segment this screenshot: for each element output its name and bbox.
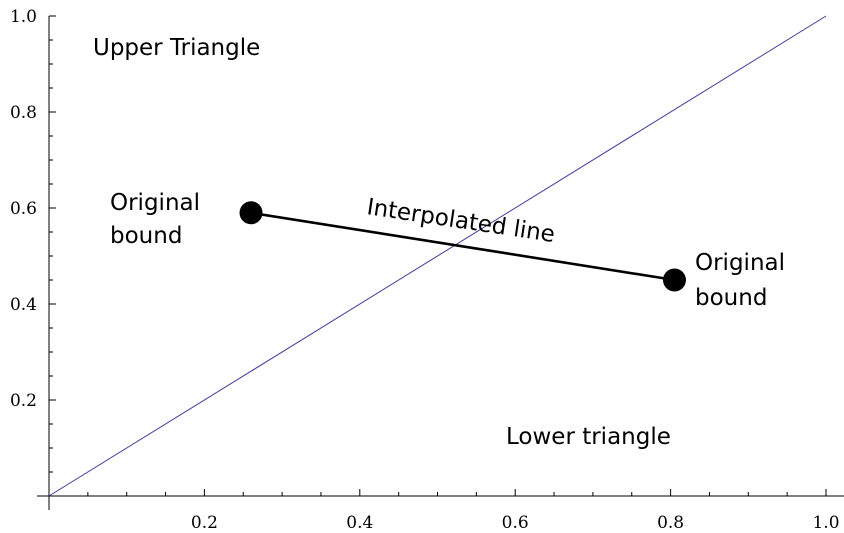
y-tick-label: 0.4 [10, 295, 37, 315]
original-bound-point [662, 268, 686, 292]
y-tick-label: 0.2 [10, 391, 37, 411]
x-tick-label: 1.0 [812, 513, 839, 533]
x-ticks: 0.2 0.4 0.6 0.8 1.0 [87, 489, 840, 533]
original-bound-point [239, 201, 263, 225]
bound-points [239, 201, 686, 292]
diagonal-line [48, 15, 827, 497]
y-tick-label: 0.8 [10, 103, 37, 123]
interpolated-line-label: Interpolated line [365, 194, 556, 248]
x-tick-label: 0.6 [502, 513, 529, 533]
interpolated-line [250, 211, 675, 282]
marks [48, 15, 827, 497]
right-bound-label-line2: bound [695, 285, 767, 311]
axes: 0.2 0.4 0.6 0.8 1.0 0.2 0.4 0.6 0.8 1.0 [10, 7, 844, 533]
x-tick-label: 0.2 [191, 513, 218, 533]
y-ticks: 0.2 0.4 0.6 0.8 1.0 [10, 7, 56, 473]
left-bound-label-line2: bound [110, 223, 182, 249]
x-tick-label: 0.4 [346, 513, 373, 533]
y-tick-label: 0.6 [10, 199, 37, 219]
left-bound-label-line1: Original [110, 190, 200, 216]
x-tick-label: 0.8 [657, 513, 684, 533]
y-tick-label: 1.0 [10, 7, 37, 27]
right-bound-label-line1: Original [695, 250, 785, 276]
upper-triangle-label: Upper Triangle [93, 35, 260, 61]
lower-triangle-label: Lower triangle [506, 424, 671, 450]
